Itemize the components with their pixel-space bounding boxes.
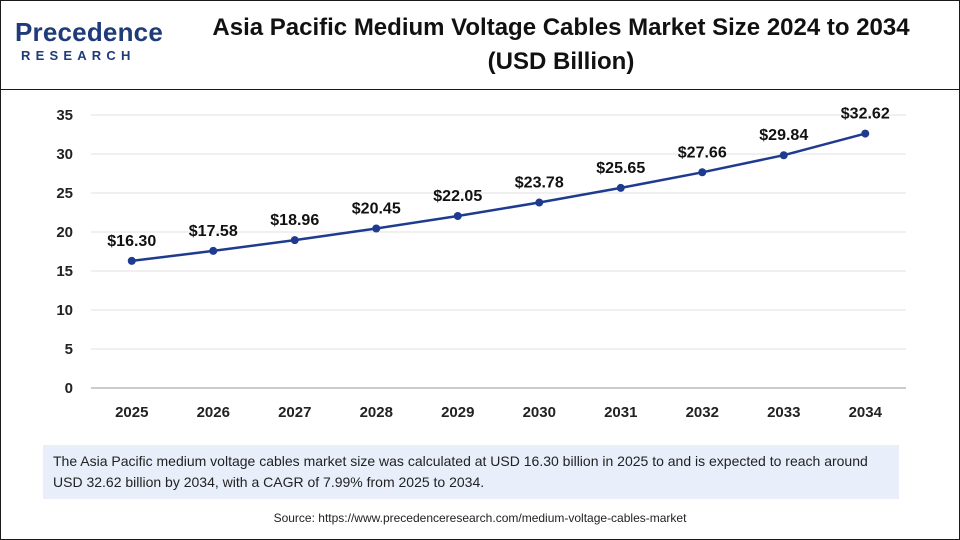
data-label: $25.65 — [596, 160, 645, 177]
data-label: $16.30 — [107, 233, 156, 250]
data-point — [290, 236, 299, 245]
series-path — [131, 132, 866, 263]
data-label: $17.58 — [189, 223, 238, 240]
data-label: $29.84 — [759, 127, 808, 144]
data-labels: $16.30 $17.58 $18.96 $20.45 $22.05 $23.78 $25.… — [107, 106, 890, 250]
x-tick-label: 2025 — [115, 404, 148, 421]
data-point — [698, 168, 707, 177]
y-tick-label: 20 — [56, 224, 73, 241]
data-point — [453, 212, 462, 221]
brand-name: Precedence — [15, 17, 163, 47]
data-label: $20.45 — [352, 200, 401, 217]
data-label: $22.05 — [433, 188, 482, 205]
x-tick-label: 2028 — [360, 404, 393, 421]
y-tick-label: 25 — [56, 185, 73, 202]
data-point — [616, 183, 625, 192]
data-point — [127, 256, 136, 265]
grid-lines — [91, 114, 906, 350]
data-points — [127, 129, 870, 265]
data-label: $18.96 — [270, 212, 319, 229]
y-tick-label: 35 — [56, 107, 73, 124]
y-tick-label: 5 — [65, 341, 73, 358]
data-label: $32.62 — [841, 106, 890, 123]
y-tick-label: 30 — [56, 146, 73, 163]
data-label: $27.66 — [678, 144, 727, 161]
x-tick-label: 2031 — [604, 404, 637, 421]
data-point — [372, 224, 381, 233]
y-tick-label: 10 — [56, 302, 73, 319]
brand-subtitle: RESEARCH — [21, 48, 136, 63]
x-tick-label: 2034 — [849, 404, 883, 421]
data-point — [209, 246, 218, 255]
data-label: $23.78 — [515, 175, 564, 192]
summary-box: The Asia Pacific medium voltage cables m… — [43, 445, 899, 499]
x-tick-label: 2026 — [197, 404, 230, 421]
series-line — [131, 132, 866, 263]
x-tick-label: 2027 — [278, 404, 311, 421]
y-tick-label: 15 — [56, 263, 73, 280]
header: Precedence RESEARCH Asia Pacific Medium … — [1, 1, 959, 90]
data-point — [861, 129, 870, 138]
data-point — [779, 151, 788, 160]
source-note: Source: https://www.precedenceresearch.c… — [273, 511, 687, 525]
x-tick-label: 2029 — [441, 404, 474, 421]
y-tick-label: 0 — [65, 380, 73, 397]
x-tick-label: 2033 — [767, 404, 800, 421]
brand-logo: Precedence RESEARCH — [15, 15, 165, 65]
x-tick-label: 2032 — [686, 404, 719, 421]
x-tick-label: 2030 — [523, 404, 556, 421]
chart-title: Asia Pacific Medium Voltage Cables Marke… — [212, 14, 910, 75]
data-point — [535, 198, 544, 207]
